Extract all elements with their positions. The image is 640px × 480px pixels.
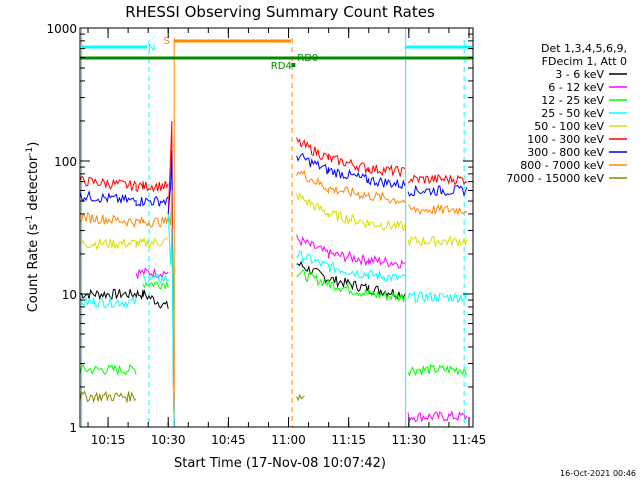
- legend-header-1: Det 1,3,4,5,6,9,: [541, 42, 627, 55]
- legend: Det 1,3,4,5,6,9, FDecim 1, Att 0 3 - 6 k…: [506, 42, 627, 185]
- x-axis-label: Start Time (17-Nov-08 10:07:42): [174, 456, 386, 471]
- series-line-8-0: [79, 390, 137, 404]
- annotation-RD0: RD0: [297, 53, 318, 64]
- x-tick-label: 11:45: [452, 433, 487, 447]
- series-line-7-1: [296, 169, 406, 205]
- series-line-2-1: [142, 281, 169, 290]
- series-line-2-3: [407, 363, 468, 377]
- series-line-6-0: [79, 189, 169, 208]
- series-6: [79, 152, 468, 208]
- x-tick-label: 10:30: [151, 433, 186, 447]
- legend-label: 300 - 800 keV: [527, 146, 604, 159]
- y-axis-label-sup2: -1: [25, 147, 35, 156]
- legend-label: 25 - 50 keV: [541, 107, 604, 120]
- legend-header-2: FDecim 1, Att 0: [542, 55, 627, 68]
- legend-label: 100 - 300 keV: [527, 133, 604, 146]
- series-4: [79, 191, 468, 251]
- y-axis-label: Count Rate (s-1 detector-1): [25, 142, 41, 313]
- y-axis-label-part1: Count Rate (s: [26, 224, 41, 313]
- series-line-4-1: [296, 191, 406, 231]
- footer-timestamp: 16-Oct-2021 00:46: [560, 469, 636, 478]
- legend-label: 3 - 6 keV: [555, 68, 604, 81]
- series-line-8-1: [296, 393, 305, 402]
- y-tick-label: 10: [62, 288, 77, 302]
- series-line-4-0: [79, 237, 169, 251]
- x-tick-label: 10:15: [91, 433, 126, 447]
- series-line-5-0: [79, 175, 169, 193]
- y-tick-label: 1: [69, 421, 77, 435]
- series-line-5-1: [296, 137, 406, 177]
- plot-frame: [79, 27, 474, 428]
- series-line-1-0: [135, 267, 169, 280]
- time-bands: [81, 28, 465, 427]
- axes: 1 10 100 1000 10:15 10:30 10:45 11:00 11:15 11:30…: [46, 22, 486, 447]
- x-tick-label: 10:45: [211, 433, 246, 447]
- series-line-3-1: [142, 273, 169, 286]
- chart-title: RHESSI Observing Summary Count Rates: [125, 3, 435, 21]
- y-axis-label-part3: ): [26, 142, 41, 147]
- series-group: [79, 120, 468, 428]
- y-tick-label: 100: [54, 155, 77, 169]
- rd4-marker: [291, 63, 296, 67]
- series-line-0-0: [79, 288, 169, 309]
- series-3: [79, 250, 468, 310]
- series-line-4-2: [407, 235, 468, 247]
- series-line-6-1: [296, 152, 406, 190]
- series-line-1-1: [296, 234, 406, 269]
- series-line-3-0: [79, 296, 137, 310]
- series-line-2-0: [79, 363, 137, 376]
- y-axis-label-sup1: -1: [25, 215, 35, 224]
- x-tick-label: 11:30: [392, 433, 427, 447]
- legend-label: 800 - 7000 keV: [520, 159, 604, 172]
- series-line-1-2: [407, 410, 468, 423]
- series-line-6-2: [407, 184, 468, 197]
- legend-label: 12 - 25 keV: [541, 94, 604, 107]
- legend-label: 7000 - 15000 keV: [506, 172, 604, 185]
- x-tick-label: 11:15: [331, 433, 366, 447]
- legend-label: 6 - 12 keV: [548, 81, 604, 94]
- legend-label: 50 - 100 keV: [534, 120, 604, 133]
- y-axis-label-part2: detector: [26, 155, 41, 215]
- annotation-N: N: [148, 43, 155, 54]
- x-tick-label: 11:00: [271, 433, 306, 447]
- series-line-0-1: [296, 260, 406, 300]
- series-1: [135, 234, 468, 423]
- series-5: [79, 137, 468, 193]
- series-8: [79, 390, 305, 404]
- annotation-S: S: [163, 36, 169, 47]
- series-line-2-2: [296, 269, 406, 304]
- series-line-7-2: [407, 203, 468, 217]
- y-tick-label: 1000: [46, 22, 77, 36]
- flare-spike-3: [167, 213, 175, 428]
- series-7: [79, 169, 468, 229]
- annotation-group: NS RD4 RD0: [80, 36, 473, 72]
- annotation-RD4: RD4: [271, 61, 292, 72]
- series-line-5-2: [407, 173, 468, 186]
- series-line-3-2: [296, 250, 406, 283]
- series-2: [79, 269, 468, 377]
- series-line-3-3: [407, 290, 468, 304]
- series-line-7-0: [79, 211, 169, 229]
